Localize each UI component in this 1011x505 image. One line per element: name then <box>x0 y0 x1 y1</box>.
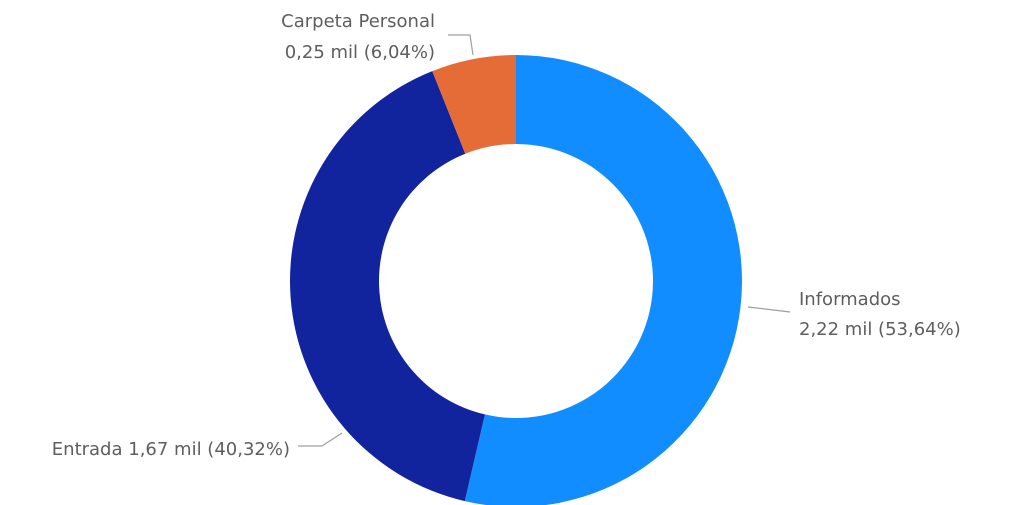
data-label-informados-name: Informados <box>799 289 901 310</box>
donut-slice-carpeta-personal[interactable] <box>432 55 516 154</box>
donut-slices <box>289 55 742 505</box>
data-label-carpeta-personal-name: Carpeta Personal <box>281 11 435 32</box>
leader-line-entrada <box>298 432 343 447</box>
leader-line-carpeta-personal <box>448 34 474 56</box>
donut-slice-informados[interactable] <box>464 55 742 505</box>
data-label-carpeta-personal-value: 0,25 mil (6,04%) <box>285 42 435 63</box>
data-label-informados-value: 2,22 mil (53,64%) <box>799 319 961 340</box>
data-label-entrada-value: 1,67 mil (40,32%) <box>128 439 290 460</box>
leader-line-informados <box>747 306 791 313</box>
data-label-entrada: Entrada 1,67 mil (40,32%) <box>52 439 290 460</box>
data-label-entrada-name: Entrada <box>52 439 123 460</box>
donut-slice-entrada[interactable] <box>289 71 485 502</box>
